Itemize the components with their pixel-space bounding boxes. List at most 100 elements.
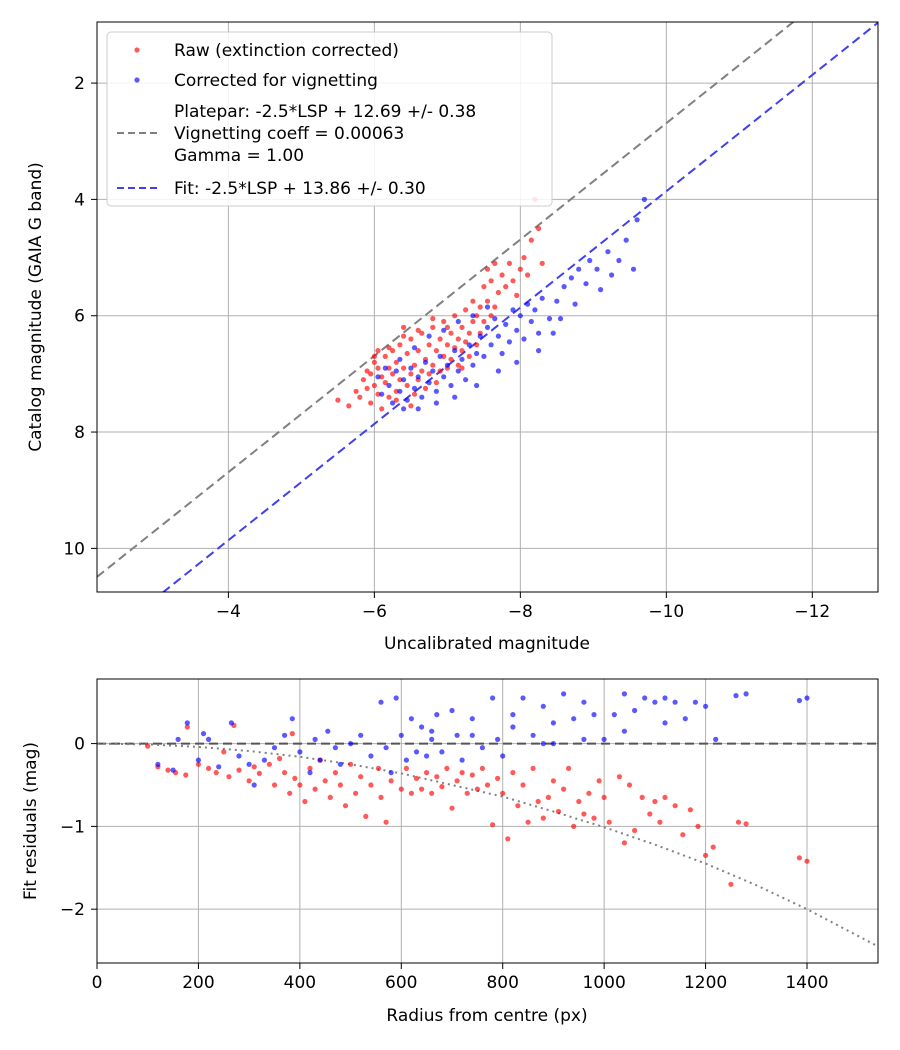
bottom-data-point	[616, 774, 623, 780]
top-data-point	[470, 313, 476, 319]
top-data-point	[495, 368, 501, 374]
bottom-data-point	[710, 844, 716, 850]
legend-label-platepar: Platepar: -2.5*LSP + 12.69 +/- 0.38 Vigne…	[174, 102, 476, 166]
legend-platepar-line: Vignetting coeff = 0.00063	[174, 124, 404, 144]
legend-label-raw: Raw (extinction corrected)	[174, 41, 399, 61]
bottom-data-point	[621, 691, 628, 697]
top-data-point	[419, 330, 425, 336]
top-data-point	[455, 336, 461, 342]
top-data-point	[470, 318, 476, 325]
top-data-point	[426, 371, 432, 377]
bottom-data-point	[221, 749, 227, 755]
top-data-point	[484, 324, 491, 330]
top-data-point	[404, 382, 410, 389]
bottom-data-point	[576, 798, 582, 805]
bottom-data-point	[342, 803, 349, 809]
top-data-point	[408, 365, 414, 371]
top-data-point	[492, 304, 498, 310]
bottom-data-point	[312, 786, 318, 792]
top-data-point	[430, 362, 436, 368]
top-data-point	[536, 330, 542, 336]
top-data-point	[401, 365, 407, 371]
top-data-point	[415, 327, 421, 333]
bottom-data-point	[657, 819, 663, 825]
bottom-data-point	[449, 707, 455, 714]
bottom-y-tick-label: −1	[60, 817, 85, 837]
bottom-data-point	[601, 736, 607, 743]
bottom-data-point	[662, 695, 668, 701]
bottom-data-point	[408, 790, 414, 796]
top-data-point	[375, 391, 381, 397]
bottom-data-point	[561, 691, 567, 697]
bottom-data-point	[353, 790, 359, 796]
bottom-data-point	[561, 786, 567, 792]
bottom-data-point	[322, 778, 328, 784]
top-data-point	[430, 316, 436, 322]
bottom-data-point	[535, 798, 541, 805]
top-data-point	[368, 400, 374, 406]
top-data-point	[386, 365, 392, 371]
top-data-point	[437, 336, 443, 342]
top-x-tick-label: −10	[648, 602, 684, 622]
top-data-point	[390, 348, 396, 354]
top-data-point	[397, 342, 403, 348]
bottom-data-point	[289, 716, 295, 722]
bottom-data-point	[469, 716, 475, 722]
top-data-point	[437, 353, 443, 359]
top-data-point	[397, 356, 403, 362]
top-data-point	[397, 377, 403, 383]
top-data-point	[411, 391, 418, 397]
bottom-data-point	[540, 703, 546, 709]
bottom-data-point	[206, 736, 212, 743]
top-reference-line	[161, 22, 878, 592]
top-data-point	[463, 339, 469, 345]
top-data-point	[634, 217, 640, 223]
bottom-data-point	[540, 815, 546, 821]
bottom-data-point	[261, 757, 267, 763]
bottom-data-point	[183, 772, 189, 778]
top-data-point	[452, 313, 458, 319]
bottom-data-point	[804, 858, 810, 864]
top-data-point	[459, 348, 465, 354]
top-data-point	[539, 295, 545, 301]
bottom-data-point	[495, 736, 501, 743]
bottom-data-point	[703, 703, 709, 709]
top-data-point	[408, 371, 414, 377]
bottom-data-point	[500, 753, 506, 759]
top-data-point	[390, 371, 396, 377]
bottom-data-point	[307, 770, 313, 776]
bottom-data-point	[621, 728, 628, 734]
top-plot-frame	[96, 21, 879, 593]
top-data-point	[401, 324, 407, 330]
bottom-data-point	[413, 775, 420, 782]
top-data-point	[550, 330, 556, 336]
bottom-data-point	[692, 699, 699, 705]
bottom-data-point	[419, 724, 425, 730]
top-data-point	[481, 318, 487, 325]
top-data-point	[477, 304, 483, 310]
bottom-data-point	[434, 774, 440, 780]
bottom-data-point	[713, 736, 719, 743]
bottom-data-point	[292, 775, 298, 782]
top-data-point	[448, 382, 454, 389]
top-data-point	[426, 333, 432, 339]
bottom-data-point	[434, 712, 440, 718]
bottom-data-point	[479, 765, 485, 772]
bottom-data-point	[490, 695, 496, 701]
bottom-data-point	[170, 767, 176, 773]
bottom-data-point	[358, 732, 364, 738]
bottom-data-point	[596, 778, 602, 784]
bottom-data-point	[216, 764, 222, 770]
bottom-data-point	[647, 811, 653, 817]
bottom-data-point	[289, 731, 295, 737]
top-data-point	[506, 339, 512, 345]
bottom-data-point	[632, 707, 638, 714]
legend-marker-corrected	[134, 77, 140, 83]
bottom-data-point	[282, 770, 288, 776]
legend-platepar-line: Platepar: -2.5*LSP + 12.69 +/- 0.38	[174, 102, 476, 122]
bottom-data-point	[368, 782, 374, 788]
bottom-data-point	[469, 772, 475, 778]
top-data-point	[481, 353, 487, 359]
bottom-data-point	[256, 770, 262, 777]
bottom-data-point	[226, 774, 232, 780]
